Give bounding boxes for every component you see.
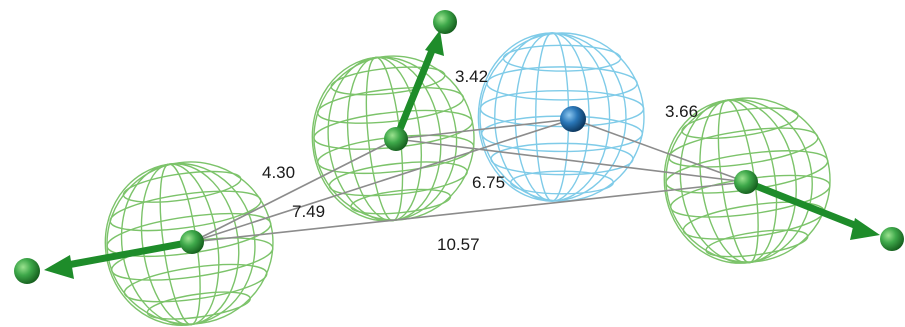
line-3-66 [572, 118, 747, 183]
atom-center-middle-left [384, 127, 408, 151]
atom-tip-left [14, 258, 40, 284]
atom-center-blue [560, 106, 586, 132]
arrow-right [742, 178, 880, 240]
line-10-57 [191, 181, 747, 243]
distance-label: 3.42 [455, 67, 488, 86]
line-3-42 [395, 118, 574, 140]
atom-center-left [180, 230, 204, 254]
distance-lines [191, 118, 747, 243]
distance-label: 10.57 [437, 235, 480, 254]
atom-center-right [734, 170, 758, 194]
distance-label: 4.30 [262, 163, 295, 182]
line-4-30 [191, 138, 397, 243]
atom-tip-top [433, 10, 457, 34]
distance-label: 6.75 [472, 173, 505, 192]
line-7-49 [191, 118, 574, 243]
distance-label: 7.49 [292, 202, 325, 221]
line-6-75 [395, 138, 747, 183]
atom-tip-right [880, 227, 904, 251]
arrow-left [44, 238, 196, 279]
arrow-middle-left [392, 30, 444, 143]
distance-label: 3.66 [665, 102, 698, 121]
